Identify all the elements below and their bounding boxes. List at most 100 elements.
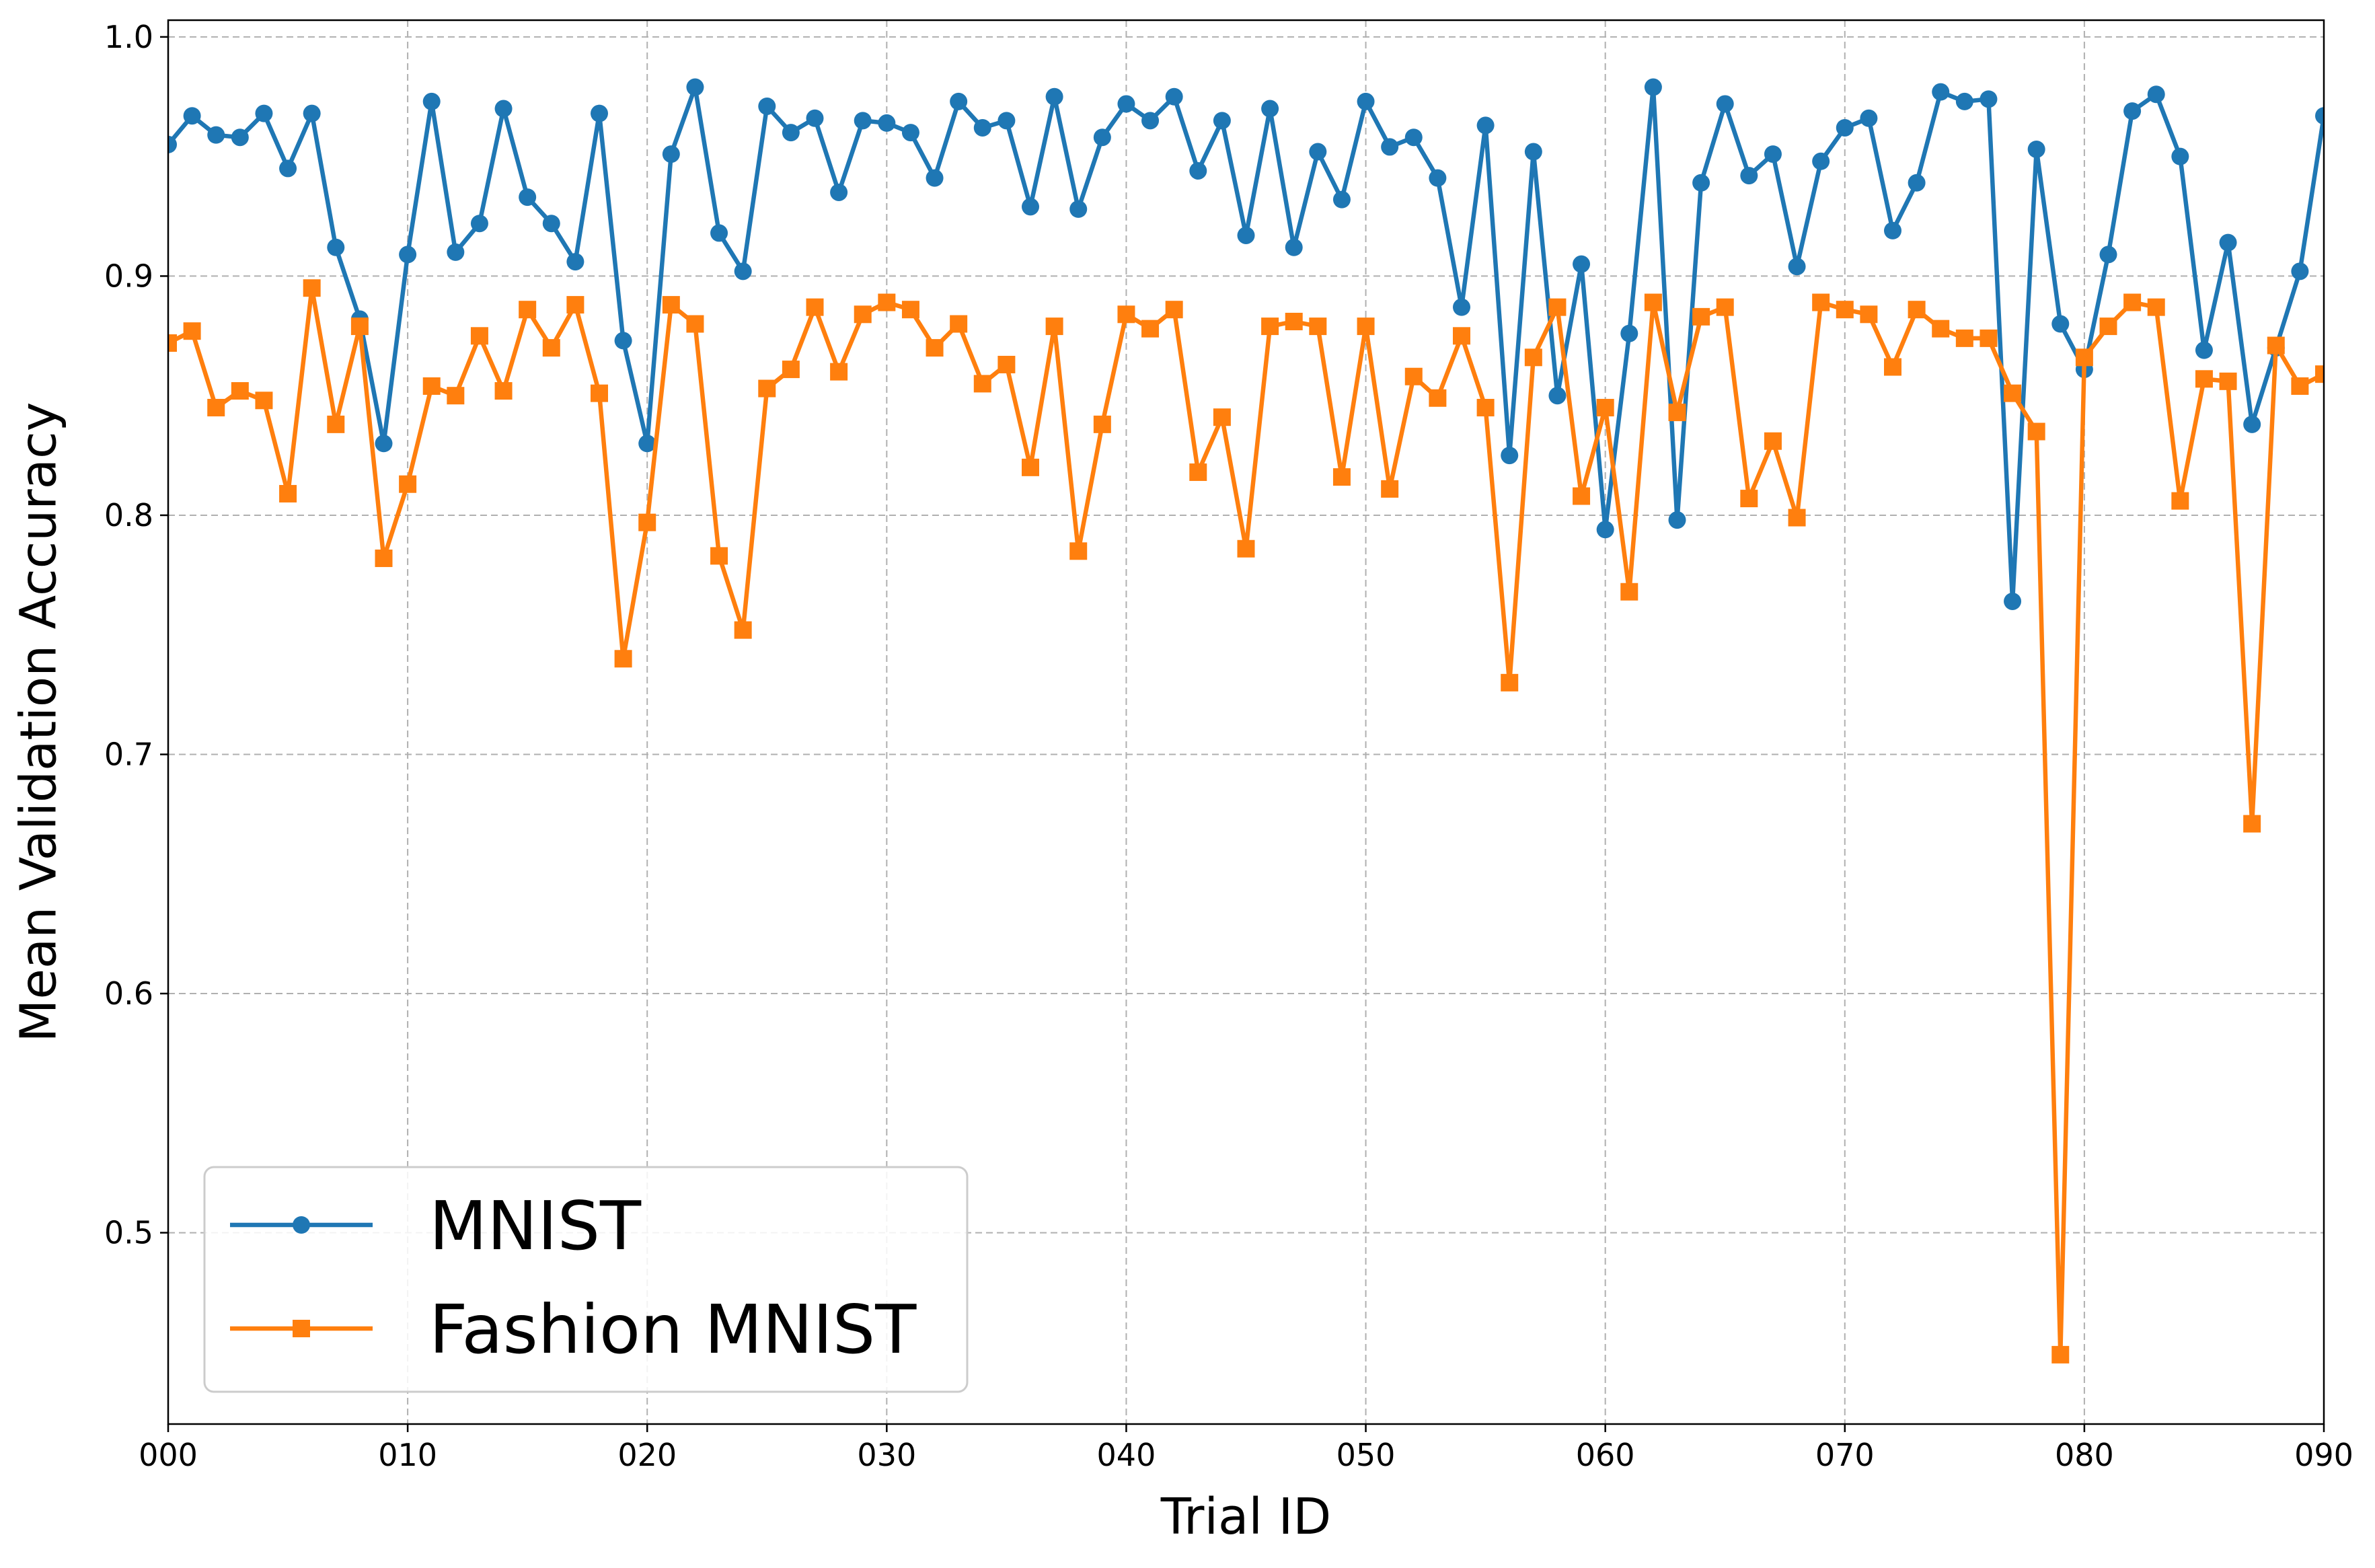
fashion-mnist-point <box>255 391 273 410</box>
mnist-point <box>1429 169 1447 187</box>
mnist-point <box>782 124 800 142</box>
fashion-mnist-point <box>1429 389 1447 407</box>
fashion-mnist-point <box>1045 318 1063 336</box>
mnist-point <box>1716 95 1734 113</box>
fashion-mnist-point <box>806 298 824 316</box>
mnist-point <box>327 238 345 256</box>
x-tick-label: 050 <box>1336 1437 1396 1473</box>
mnist-point <box>1524 143 1542 161</box>
fashion-mnist-point <box>830 363 848 381</box>
fashion-mnist-point <box>734 621 752 639</box>
fashion-mnist-point <box>1788 509 1806 527</box>
fashion-mnist-point <box>375 549 393 567</box>
mnist-point <box>710 224 728 242</box>
mnist-point <box>2051 315 2070 333</box>
fashion-mnist-point <box>1309 318 1327 336</box>
legend-marker-mnist <box>293 1216 310 1234</box>
mnist-point <box>1501 447 1519 465</box>
mnist-point <box>973 118 991 137</box>
mnist-point <box>1788 258 1806 276</box>
mnist-point <box>470 215 488 233</box>
y-tick-label: 0.7 <box>104 736 153 772</box>
fashion-mnist-point <box>1404 367 1423 385</box>
fashion-mnist-point <box>2195 370 2213 388</box>
mnist-point <box>1980 90 1998 108</box>
fashion-mnist-point <box>422 377 441 395</box>
mnist-point <box>1932 83 1950 101</box>
series-layer <box>168 78 2324 1364</box>
mnist-point <box>614 332 632 350</box>
mnist-point <box>1022 198 1039 216</box>
fashion-mnist-point <box>1932 320 1950 338</box>
mnist-point <box>2123 102 2142 120</box>
mnist-point <box>1237 226 1255 244</box>
x-axis-label: Trial ID <box>1160 1488 1332 1546</box>
fashion-mnist-point <box>614 650 632 668</box>
fashion-mnist-point <box>279 484 297 502</box>
fashion-mnist-point <box>399 475 417 493</box>
y-tick-label: 1.0 <box>104 19 153 55</box>
mnist-point <box>1332 190 1351 209</box>
mnist-point <box>806 109 824 127</box>
fashion-mnist-point <box>1285 312 1303 330</box>
x-tick-label: 010 <box>378 1437 437 1473</box>
fashion-mnist-point <box>591 384 608 402</box>
mnist-point <box>1165 87 1183 106</box>
fashion-mnist-point <box>1165 301 1183 319</box>
mnist-point <box>1381 138 1399 156</box>
mnist-point <box>2147 85 2165 104</box>
series-group <box>168 78 2324 1364</box>
x-tick-label: 040 <box>1097 1437 1156 1473</box>
mnist-point <box>1189 161 1207 180</box>
mnist-point <box>566 253 585 271</box>
mnist-point <box>662 145 680 163</box>
fashion-mnist-point <box>1332 468 1351 486</box>
mnist-point <box>231 128 249 147</box>
fashion-mnist-point <box>1141 320 1160 338</box>
fashion-mnist-point <box>566 296 585 314</box>
fashion-mnist-point <box>2004 384 2022 402</box>
fashion-mnist-point <box>1261 318 1279 336</box>
mnist-point <box>1692 174 1710 192</box>
fashion-mnist-point <box>854 305 872 324</box>
fashion-mnist-point <box>183 322 201 340</box>
legend-box <box>203 1166 969 1393</box>
legend-label-fashion-mnist: Fashion MNIST <box>429 1290 917 1369</box>
fashion-mnist-point <box>1237 539 1255 558</box>
mnist-point <box>1620 324 1638 342</box>
x-tick-label: 000 <box>139 1437 198 1473</box>
mnist-point <box>1955 92 1973 110</box>
x-tick-label: 030 <box>857 1437 916 1473</box>
fashion-mnist-point <box>1668 404 1686 422</box>
fashion-mnist-point <box>1357 318 1375 336</box>
mnist-point <box>1476 116 1495 135</box>
mnist-point <box>1141 112 1160 130</box>
fashion-mnist-point <box>997 355 1016 373</box>
fashion-mnist-point <box>1548 298 1567 316</box>
fashion-mnist-point <box>1476 398 1495 416</box>
fashion-mnist-point <box>1812 293 1830 311</box>
mnist-point <box>1740 167 1758 185</box>
fashion-mnist-point <box>2219 372 2237 390</box>
mnist-point <box>279 159 297 178</box>
fashion-mnist-point <box>1860 305 1878 324</box>
fashion-mnist-point <box>1069 542 1088 560</box>
fashion-mnist-point <box>973 375 991 393</box>
mnist-point <box>1764 145 1782 163</box>
mnist-point <box>830 183 848 201</box>
mnist-point <box>2291 262 2309 281</box>
x-tick-label: 020 <box>617 1437 677 1473</box>
fashion-mnist-point <box>2075 348 2093 367</box>
mnist-point <box>1117 95 1135 113</box>
mnist-point <box>686 78 704 96</box>
mnist-point <box>901 124 919 142</box>
mnist-point <box>2243 415 2261 433</box>
mnist-point <box>399 246 417 264</box>
mnist-point <box>375 435 393 453</box>
mnist-point <box>519 188 537 207</box>
fashion-mnist-point <box>1884 358 1901 376</box>
legend-label-mnist: MNIST <box>429 1187 642 1265</box>
fashion-mnist-point <box>1644 293 1662 311</box>
mnist-point <box>1045 87 1063 106</box>
fashion-mnist-point <box>494 382 513 400</box>
